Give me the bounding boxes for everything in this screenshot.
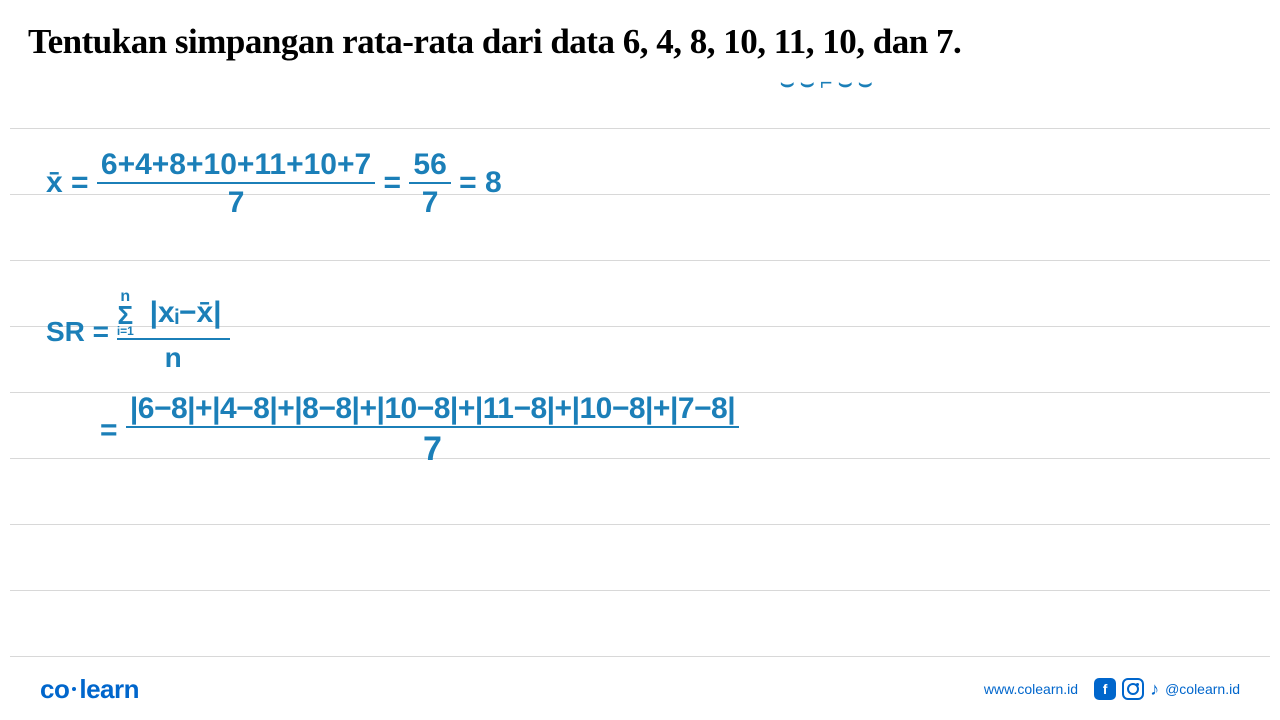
logo-part-1: co: [40, 674, 69, 704]
equals-expand: =: [100, 414, 118, 447]
facebook-icon[interactable]: f: [1094, 678, 1116, 700]
sigma-bottom: i=1: [117, 326, 134, 336]
sr-label: SR =: [46, 316, 109, 347]
footer-right: www.colearn.id f ♪ @colearn.id: [984, 678, 1240, 700]
rule-line: [10, 590, 1270, 591]
mean-denom-1: 7: [97, 184, 375, 220]
sr-expand-numerator: |6−8|+|4−8|+|8−8|+|10−8|+|11−8|+|10−8|+|…: [126, 392, 739, 428]
mean-fraction-1: 6+4+8+10+11+10+7 7: [97, 148, 375, 220]
sr-body: |xᵢ−x̄|: [150, 296, 222, 329]
mean-equation: x̄ = 6+4+8+10+11+10+7 7 = 56 7 = 8: [46, 148, 502, 220]
logo-separator-icon: [72, 687, 76, 691]
equals-result: = 8: [459, 166, 502, 199]
brand-logo: colearn: [40, 674, 139, 705]
rule-line: [10, 656, 1270, 657]
website-link[interactable]: www.colearn.id: [984, 681, 1078, 697]
rule-line: [10, 260, 1270, 261]
social-handle: @colearn.id: [1165, 681, 1240, 697]
mean-numerator-1: 6+4+8+10+11+10+7: [97, 148, 375, 184]
sr-numerator: n Σ i=1 |xᵢ−x̄|: [117, 290, 230, 340]
equals-1: =: [384, 166, 402, 199]
rule-line: [10, 524, 1270, 525]
xbar-label: x̄ =: [46, 166, 89, 199]
mean-numerator-2: 56: [409, 148, 450, 184]
sigma-icon: Σ: [117, 304, 134, 326]
social-icons: f ♪ @colearn.id: [1094, 678, 1240, 700]
logo-part-2: learn: [79, 674, 139, 704]
instagram-icon[interactable]: [1122, 678, 1144, 700]
sr-expand-denom: 7: [126, 428, 739, 469]
sr-formula: SR = n Σ i=1 |xᵢ−x̄| n: [46, 290, 230, 374]
sr-fraction: n Σ i=1 |xᵢ−x̄| n: [117, 290, 230, 374]
mean-denom-2: 7: [409, 184, 450, 220]
sr-denom: n: [117, 340, 230, 374]
scribble-marks: ⌣ ⌣ ⌐ ⌣ ⌣: [780, 70, 872, 96]
footer: colearn www.colearn.id f ♪ @colearn.id: [0, 658, 1280, 720]
sr-expand-fraction: |6−8|+|4−8|+|8−8|+|10−8|+|11−8|+|10−8|+|…: [126, 392, 739, 469]
rule-line: [10, 128, 1270, 129]
question-text: Tentukan simpangan rata-rata dari data 6…: [28, 22, 961, 62]
sr-expanded: = |6−8|+|4−8|+|8−8|+|10−8|+|11−8|+|10−8|…: [100, 392, 739, 469]
mean-fraction-2: 56 7: [409, 148, 450, 220]
tiktok-icon[interactable]: ♪: [1150, 679, 1159, 700]
